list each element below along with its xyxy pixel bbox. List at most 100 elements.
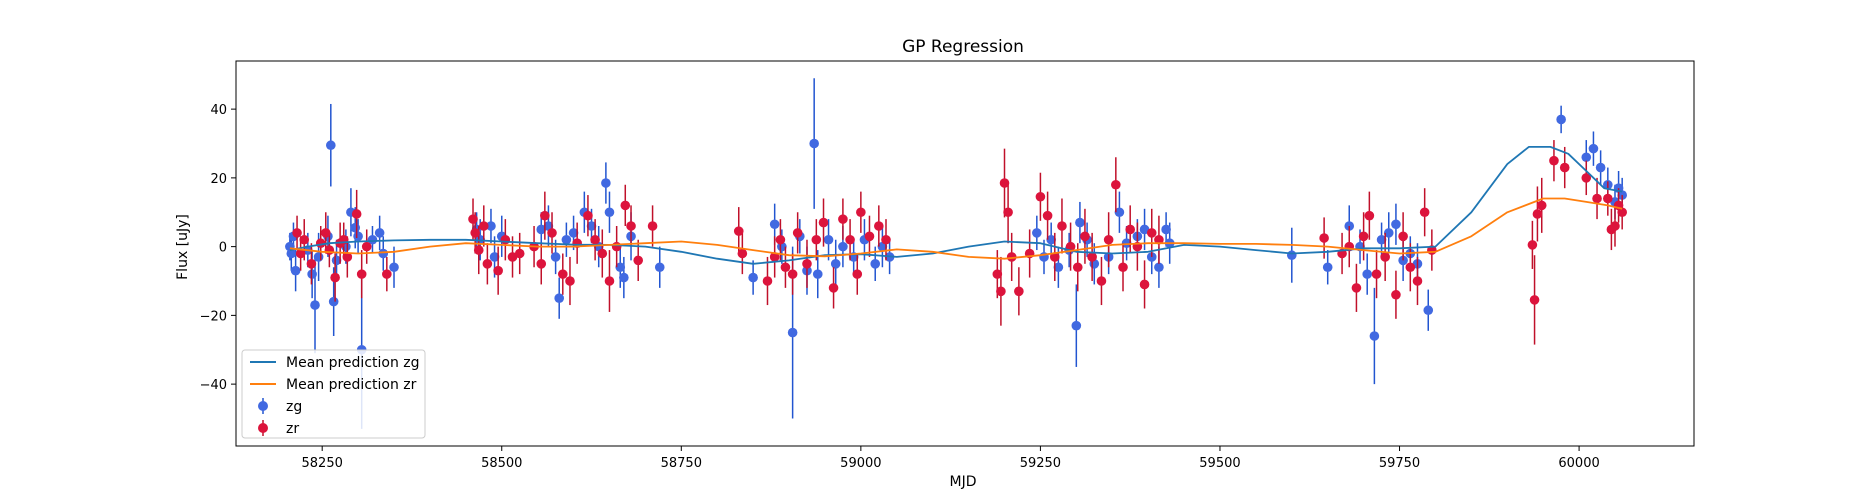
zg-point [313, 252, 324, 262]
y-tick-label: −40 [200, 378, 227, 393]
x-tick-label: 59000 [840, 456, 881, 471]
zr-point [1610, 221, 1620, 231]
zg-point [1595, 162, 1606, 173]
zg-point [619, 272, 629, 283]
zg-point [823, 234, 834, 245]
mean-prediction-zr-line [289, 197, 1623, 260]
zr-point [468, 214, 478, 224]
zr-point [500, 234, 511, 245]
zg-point [489, 252, 500, 262]
zr-point [1380, 252, 1390, 262]
zg-point [290, 265, 301, 276]
zr-point [342, 252, 353, 262]
zr-point [1319, 233, 1329, 243]
zr-point [992, 269, 1003, 279]
zr-point [1087, 252, 1097, 262]
zg-point [1286, 250, 1297, 261]
zr-point [845, 234, 855, 245]
chart-title: GP Regression [902, 37, 1024, 57]
zr-point [324, 245, 335, 255]
zg-point [350, 222, 361, 233]
zg-series [285, 78, 1627, 429]
zr-point [536, 259, 547, 269]
zg-point [787, 327, 798, 338]
zg-point [838, 241, 848, 252]
zr-point [1364, 210, 1375, 221]
zr-point [1096, 276, 1107, 286]
zr-point [356, 269, 367, 279]
zr-point [565, 276, 575, 286]
zr-point [626, 221, 636, 231]
zr-point [604, 276, 615, 286]
x-tick-label: 59750 [1379, 456, 1420, 471]
zr-point [557, 269, 568, 279]
zr-point [769, 252, 780, 262]
zr-point [1146, 228, 1157, 238]
zr-point [1118, 262, 1128, 273]
y-tick-label: 40 [210, 103, 227, 118]
mean-prediction-zg-line [289, 146, 1623, 265]
zg-point [554, 293, 565, 303]
plot-area [285, 78, 1627, 429]
zr-point [620, 200, 631, 211]
zr-point [1592, 193, 1602, 204]
zg-point [1161, 224, 1171, 235]
zr-point [295, 248, 306, 259]
zr-point [881, 234, 891, 245]
zg-point [1556, 114, 1566, 125]
zr-point [780, 262, 791, 273]
zg-point [353, 231, 363, 242]
zr-point [792, 228, 803, 238]
zg-point [1369, 331, 1380, 341]
y-tick-label: 0 [219, 241, 227, 256]
zr-point [590, 234, 600, 245]
zr-point [633, 255, 644, 266]
zg-point [1046, 234, 1056, 245]
zr-point [647, 221, 658, 231]
zr-point [1398, 231, 1408, 242]
zr-point [1139, 279, 1150, 290]
zr-point [1405, 262, 1416, 273]
zr-point [1072, 262, 1083, 273]
zr-point [1603, 193, 1613, 204]
zr-point [1351, 283, 1362, 293]
zr-point [1581, 173, 1592, 183]
zg-point [1423, 305, 1434, 316]
zr-point [1536, 200, 1547, 211]
zr-point [1419, 207, 1430, 218]
zg-point [870, 259, 881, 269]
x-tick-label: 58750 [661, 456, 702, 471]
zr-point [1103, 234, 1114, 245]
zr-point [597, 248, 608, 259]
zr-point [514, 248, 525, 259]
zr-point [856, 207, 866, 218]
zg-point [1139, 224, 1150, 235]
zr-point [1042, 210, 1053, 221]
zr-point [864, 231, 875, 242]
zg-point [328, 296, 339, 307]
zr-point [473, 245, 484, 255]
zr-point [999, 178, 1010, 188]
zr-point [1049, 252, 1060, 262]
zr-point [1358, 231, 1369, 242]
zr-point [507, 252, 518, 262]
zg-point [331, 255, 342, 266]
zr-point [1125, 224, 1135, 235]
x-tick-label: 58500 [481, 456, 522, 471]
zr-point [320, 228, 331, 238]
zr-point [299, 234, 310, 245]
zr-point [996, 286, 1006, 297]
zr-point [775, 234, 786, 245]
zg-point [561, 234, 572, 245]
zg-point [1114, 207, 1125, 218]
zg-point [1322, 262, 1333, 273]
zg-point [326, 140, 336, 151]
zr-series [292, 140, 1627, 345]
zg-point [1588, 143, 1599, 154]
zg-point [1071, 320, 1082, 331]
zr-point [482, 259, 493, 269]
zg-point [604, 207, 615, 218]
zr-point [787, 269, 798, 279]
zr-point [330, 272, 340, 283]
